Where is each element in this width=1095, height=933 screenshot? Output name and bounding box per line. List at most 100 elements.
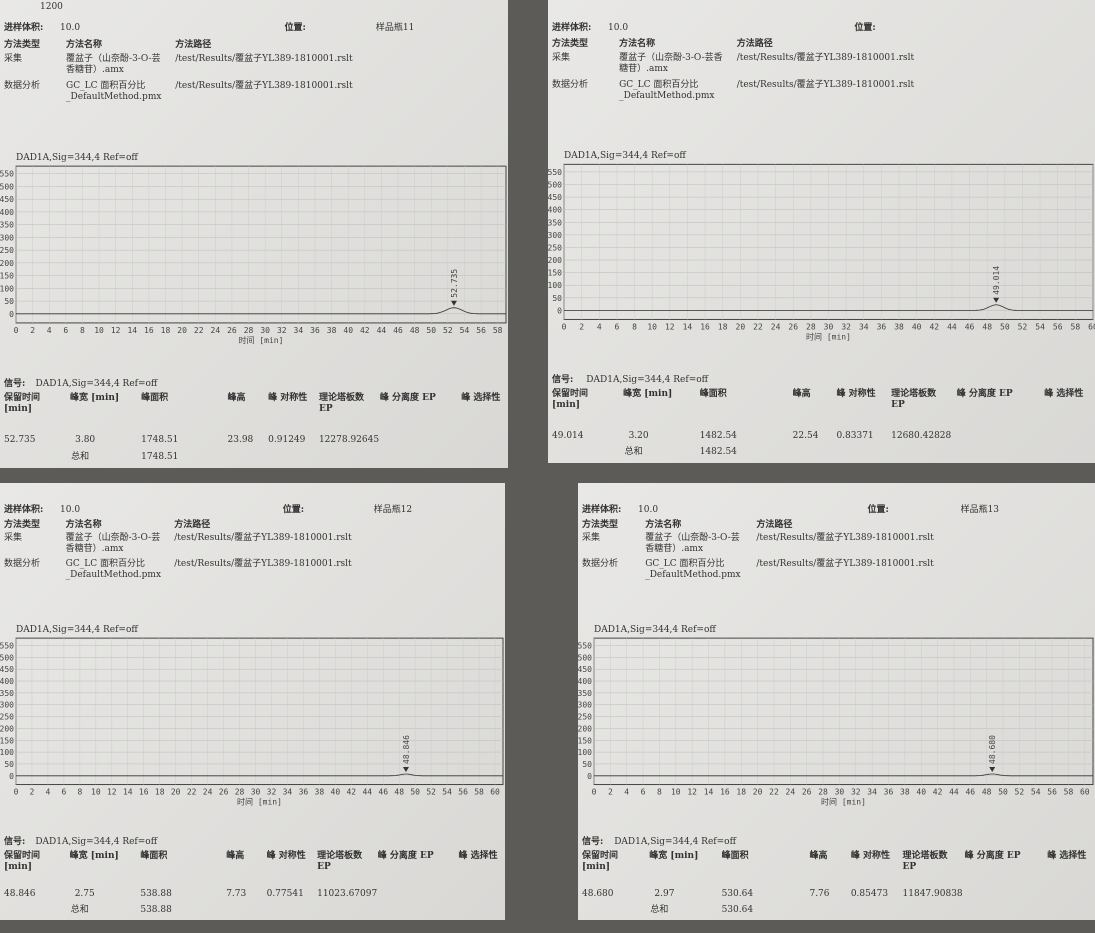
method-header: 方法类型: [4, 39, 41, 50]
x-tick-label: 52: [1015, 788, 1025, 797]
x-tick-label: 20: [171, 788, 181, 797]
y-tick-label: 250: [578, 713, 592, 722]
x-tick-label: 0: [14, 326, 19, 335]
x-tick-label: 58: [1064, 788, 1074, 797]
table-cell: 12278.92645: [318, 435, 380, 446]
y-tick-label: 0: [557, 306, 562, 315]
signal-label: 信号:: [552, 375, 574, 386]
table-header: 峰 对称性: [266, 850, 306, 861]
y-tick-label: 250: [548, 243, 562, 252]
x-tick-label: 40: [343, 326, 353, 335]
table-cell: 52.735: [4, 435, 36, 446]
x-tick-label: 4: [46, 788, 51, 797]
volume-label: 进样体积:: [4, 23, 44, 34]
y-tick-label: 550: [0, 642, 14, 651]
x-tick-label: 44: [362, 788, 372, 797]
x-tick-label: 34: [859, 322, 869, 331]
table-cell: 12680.42828: [891, 430, 952, 441]
volume-label: 进样体积:: [4, 504, 44, 515]
y-tick-label: 100: [0, 284, 14, 293]
method-cell: 数据分析: [552, 80, 589, 91]
x-tick-label: 38: [315, 788, 325, 797]
x-tick-label: 42: [360, 326, 370, 335]
report-page: 进样体积: 10.0 位置: 样品瓶13 方法类型 方法名称 方法路径 采集 覆盆子（山奈酚-3…: [578, 483, 1095, 920]
x-tick-label: 56: [1047, 788, 1057, 797]
signal-caption: DAD1A,Sig=344,4 Ref=off: [594, 625, 716, 636]
x-tick-label: 52: [426, 788, 436, 797]
x-tick-label: 6: [614, 322, 619, 331]
table-cell: 3.20: [628, 430, 649, 441]
x-tick-label: 10: [647, 322, 657, 331]
x-tick-label: 12: [687, 788, 697, 797]
y-tick-label: 400: [0, 208, 14, 217]
x-tick-label: 16: [720, 788, 730, 797]
trace: [16, 307, 506, 315]
method-header: 方法路径: [736, 39, 773, 50]
x-tick-label: 48: [982, 788, 992, 797]
y-tick-label: 100: [578, 748, 592, 757]
position: 样品瓶13: [960, 504, 1000, 515]
peak-marker: [993, 297, 1000, 303]
x-tick-label: 10: [94, 326, 104, 335]
x-tick-label: 56: [476, 326, 486, 335]
table-header: 峰 选择性: [1044, 389, 1084, 400]
table-header: 理论塔板数 EP: [318, 393, 364, 415]
table-cell: 48.680: [582, 889, 614, 900]
total-label: 总和: [624, 446, 643, 457]
peak-label: 52.735: [450, 269, 459, 298]
table-header: 峰宽 [min]: [69, 850, 119, 861]
peak-marker: [402, 766, 409, 772]
x-tick-label: 46: [378, 788, 388, 797]
trace: [564, 304, 1093, 311]
y-tick-label: 150: [548, 269, 562, 278]
y-tick-label: 50: [582, 760, 592, 769]
y-tick-label: 350: [0, 689, 14, 698]
table-header: 峰高: [226, 850, 245, 861]
x-tick-label: 56: [1053, 322, 1063, 331]
table-cell: 7.73: [226, 889, 247, 900]
x-tick-label: 20: [753, 788, 763, 797]
signal-label: 信号:: [4, 836, 26, 847]
table-cell: 22.54: [792, 430, 819, 441]
table-signal: DAD1A,Sig=344,4 Ref=off: [586, 375, 709, 386]
y-tick-label: 200: [548, 256, 562, 265]
signal-label: 信号:: [582, 836, 604, 847]
x-tick-label: 14: [704, 788, 714, 797]
x-tick-label: 2: [579, 322, 584, 331]
x-tick-label: 28: [818, 788, 828, 797]
total: 1748.51: [141, 451, 179, 462]
x-tick-label: 36: [877, 322, 887, 331]
method-cell: 采集: [4, 53, 23, 64]
x-tick-label: 2: [30, 326, 35, 335]
method-cell: GC_LC 面积百分比_DefaultMethod.pmx: [66, 80, 162, 102]
x-tick-label: 10: [91, 788, 101, 797]
method-cell: GC_LC 面积百分比_DefaultMethod.pmx: [645, 558, 741, 580]
table-header: 峰 分离度 EP: [377, 850, 434, 861]
table-header: 峰宽 [min]: [649, 850, 699, 861]
position-label: 位置:: [867, 504, 889, 515]
x-tick-label: 12: [107, 788, 117, 797]
y-tick-label: 0: [9, 772, 14, 781]
table-header: 峰面积: [699, 389, 727, 400]
x-tick-label: 4: [624, 788, 629, 797]
table-header: 保留时间 [min]: [552, 389, 589, 411]
method-cell: 覆盆子（山奈酚-3-O-芸香糖苷）.amx: [619, 53, 723, 75]
table-header: 峰 选择性: [458, 850, 498, 861]
table-cell: 538.88: [140, 889, 172, 900]
position: 样品瓶11: [375, 23, 415, 34]
x-tick-label: 46: [393, 326, 403, 335]
x-tick-label: 32: [841, 322, 851, 331]
plot-frame: [15, 637, 504, 786]
total-label: 总和: [70, 904, 89, 915]
y-tick-label: 350: [548, 218, 562, 227]
plot-frame: [15, 165, 507, 324]
x-axis-label: 时间 [min]: [821, 797, 866, 807]
x-tick-label: 36: [299, 788, 309, 797]
x-tick-label: 4: [47, 326, 52, 335]
x-tick-label: 24: [203, 788, 213, 797]
method-header: 方法名称: [66, 39, 103, 50]
x-tick-label: 38: [900, 788, 910, 797]
method-cell: /test/Results/覆盆子YL389-1810001.rslt: [175, 53, 353, 64]
y-tick-label: 150: [0, 736, 14, 745]
x-tick-label: 26: [227, 326, 237, 335]
